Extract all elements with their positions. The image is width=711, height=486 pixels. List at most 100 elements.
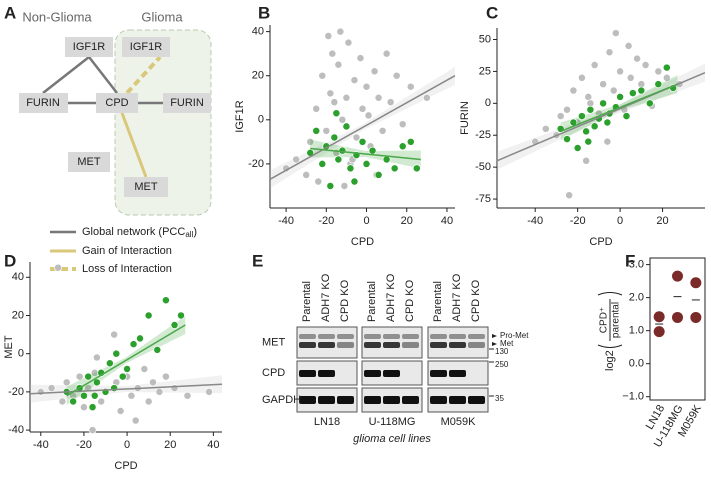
band [299, 334, 316, 339]
scatter-point [563, 135, 571, 144]
y-tick-label: -40 [8, 424, 24, 436]
band [468, 334, 485, 339]
scatter-point [344, 38, 353, 47]
x-tick-label: 20 [656, 215, 668, 227]
scatter-point [611, 29, 620, 38]
lane-label: CPD KO [404, 279, 416, 322]
y-tick-label: -20 [8, 386, 24, 398]
scatter-point [362, 159, 371, 168]
x-tick-label: -20 [318, 215, 334, 227]
scatter-point [144, 397, 153, 406]
y-tick-label: 0 [485, 97, 491, 109]
band [449, 370, 466, 377]
y-tick-label: 40 [252, 26, 264, 38]
scatter-point [90, 391, 99, 400]
scatter-point [110, 330, 119, 339]
node [124, 177, 168, 197]
scatter-point [58, 397, 67, 406]
band [318, 334, 335, 339]
fit-line [310, 147, 421, 161]
band [364, 342, 381, 348]
scatter-point [370, 67, 379, 76]
scatter-point [422, 93, 431, 102]
scatter-point [573, 144, 582, 152]
scatter-point [358, 104, 367, 113]
panel-letter: F [625, 251, 635, 270]
scatter-point [79, 391, 88, 400]
scatter-point [390, 164, 399, 173]
legend-text: Global network (PCC [82, 226, 185, 238]
node-label: IGF1R [130, 41, 162, 53]
scatter-point [569, 86, 578, 95]
scatter-point [364, 111, 373, 120]
scatter-point [577, 73, 586, 82]
band [468, 342, 485, 348]
blot-caption: glioma cell lines [353, 433, 431, 445]
dot [653, 311, 665, 323]
size-marker: 130 [495, 347, 509, 356]
lane-label: ADH7 KO [385, 273, 397, 322]
scatter-point [334, 60, 343, 69]
band [430, 370, 447, 377]
lane-label: Parental [301, 281, 313, 322]
band [337, 396, 354, 404]
scatter-point [118, 372, 127, 381]
x-tick-label: -40 [33, 439, 49, 451]
y-tick-label: 20 [252, 70, 264, 82]
scatter-point [662, 73, 671, 82]
y-axis-label: FURIN [459, 101, 471, 135]
scatter-point [88, 426, 97, 435]
scatter-point [406, 82, 415, 91]
band [318, 396, 335, 404]
network-panel: A Non-Glioma Glioma IGF1R IGF1R FURIN CP… [4, 3, 212, 275]
scatter-point [155, 387, 164, 396]
node-label: FURIN [26, 97, 60, 109]
scatter-point [622, 112, 631, 121]
lane-label: CPD KO [470, 279, 482, 322]
band [402, 396, 419, 404]
band [449, 334, 466, 339]
glioma-box [114, 29, 212, 216]
x-tick-label: 0 [617, 215, 623, 227]
lane-label: ADH7 KO [320, 273, 332, 322]
scatter-point [352, 133, 361, 142]
scatter-point [79, 403, 88, 412]
fit-line [560, 83, 678, 133]
x-tick-label: -40 [278, 215, 294, 227]
scatter-point [306, 137, 315, 146]
scatter-point [541, 124, 550, 133]
scatter-point [599, 80, 608, 89]
node-label: FURIN [170, 97, 204, 109]
y-label-prefix: log2 [604, 350, 616, 371]
band [449, 396, 466, 404]
scatter-point [586, 105, 595, 114]
node [163, 93, 211, 113]
edge [42, 56, 90, 94]
scatter-point [374, 170, 383, 179]
fit-line [269, 75, 456, 180]
scatter-point [170, 321, 179, 329]
scatter-point [386, 98, 395, 107]
scatter-point [582, 156, 591, 165]
dot [653, 326, 665, 338]
row-label: CPD [262, 367, 285, 379]
band [383, 342, 400, 348]
scatter-point [292, 155, 301, 164]
dot [690, 277, 702, 289]
scatter-point [641, 61, 650, 69]
x-axis-label: CPD [351, 236, 374, 248]
scatter-point [350, 177, 359, 186]
scatter-point [584, 137, 593, 146]
row-label: GAPDH [262, 394, 301, 406]
band [402, 342, 419, 348]
x-tick-label: -20 [570, 215, 586, 227]
scatter-point [342, 93, 351, 102]
scatter-point [368, 146, 377, 155]
band [318, 342, 335, 348]
scatter-point [603, 137, 612, 146]
y-tick-label: 0 [18, 348, 24, 360]
legend-label: Gain of Interaction [82, 245, 172, 257]
scatter-point [326, 182, 335, 190]
scatter-point [129, 340, 138, 349]
scatter-point [340, 182, 349, 190]
